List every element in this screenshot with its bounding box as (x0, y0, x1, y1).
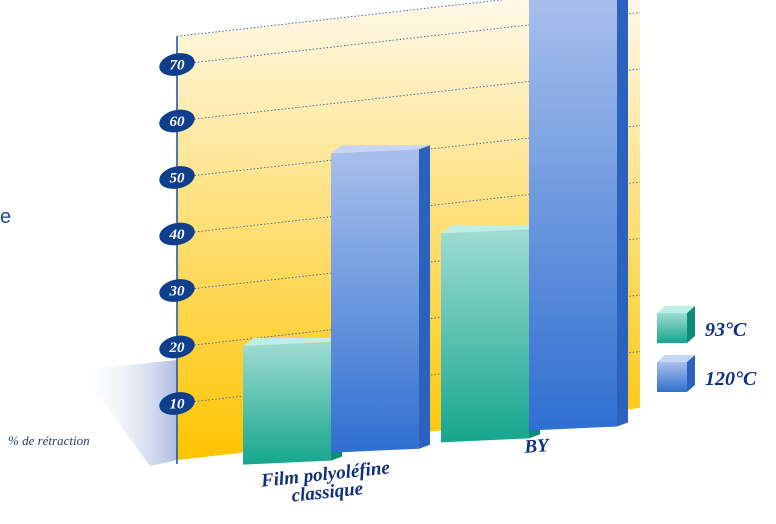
chart-floor (80, 360, 177, 466)
legend-label-0: 93°C (705, 319, 747, 341)
grid-line (176, 181, 641, 235)
edge-text: e (0, 206, 12, 228)
y-tick-badge (159, 109, 195, 133)
bar-1-0-front (441, 229, 529, 443)
bars (243, 0, 628, 465)
grid-line (176, 125, 641, 178)
category-label-1: BY (523, 435, 552, 458)
legend-swatch-side-1 (687, 355, 695, 392)
grid-line (176, 12, 641, 65)
y-tick-badge (159, 335, 195, 359)
bar-0-1-side (419, 145, 430, 449)
y-tick-label: 70 (170, 58, 186, 74)
bar-1-1-front (529, 0, 617, 431)
bar-0-0-front (243, 341, 331, 465)
grid-line (176, 238, 641, 291)
y-tick-label: 10 (170, 397, 186, 413)
y-axis-ticks: 10 20 30 40 50 60 70 (159, 53, 195, 415)
y-axis-label: % de rétraction (8, 433, 90, 448)
bar-1-1-side (617, 0, 628, 427)
y-tick-badge (159, 392, 195, 415)
grid-line-top (176, 0, 504, 37)
legend-swatch-side-0 (687, 306, 695, 343)
legend-swatch-top-0 (657, 306, 695, 313)
legend: 93°C 120°C (657, 306, 757, 392)
y-tick-label: 40 (169, 227, 186, 243)
category-label-0: Film polyoléfineclassique (259, 457, 393, 509)
bar-0-1-front (331, 149, 419, 453)
grid-line (176, 68, 641, 122)
bar-0-0-top (243, 337, 342, 346)
legend-swatch-1 (657, 362, 687, 392)
y-tick-badge (159, 166, 195, 189)
y-tick-badge (159, 53, 195, 76)
floor-shadow (80, 360, 177, 466)
bar-1-0-top (441, 225, 540, 234)
bar-0-1-top (331, 145, 430, 154)
y-tick-badge (159, 279, 195, 302)
y-tick-label: 30 (169, 284, 186, 300)
legend-label-1: 120°C (705, 368, 757, 390)
y-tick-badge (159, 222, 195, 246)
y-tick-label: 60 (170, 114, 186, 130)
y-tick-label: 20 (169, 340, 186, 356)
legend-swatch-0 (657, 313, 687, 343)
y-tick-label: 50 (170, 171, 186, 187)
legend-swatch-top-1 (657, 355, 695, 362)
